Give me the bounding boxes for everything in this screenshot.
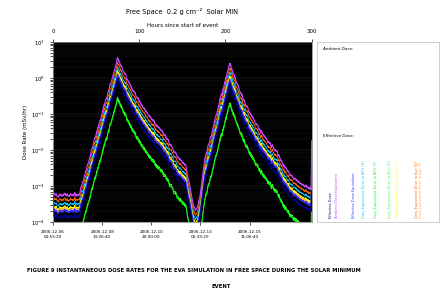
Title: Free Space  0.2 g cm⁻²  Solar MIN: Free Space 0.2 g cm⁻² Solar MIN <box>126 8 238 15</box>
Text: Ambient Dose:: Ambient Dose: <box>324 47 354 51</box>
Text: FIGURE 9 INSTANTANEOUS DOSE RATES FOR THE EVA SIMULATION IN FREE SPACE DURING TH: FIGURE 9 INSTANTANEOUS DOSE RATES FOR TH… <box>27 268 360 274</box>
Text: Effective Dose Equivalent: Effective Dose Equivalent <box>351 173 355 218</box>
Text: Grey Equivalent Dose in Eye (T): Grey Equivalent Dose in Eye (T) <box>419 162 423 218</box>
Y-axis label: Dose Rate (mSv/hr): Dose Rate (mSv/hr) <box>23 105 28 159</box>
Text: Grey Equivalent Dose in BFO (T): Grey Equivalent Dose in BFO (T) <box>374 161 378 218</box>
X-axis label: Hours since start of event: Hours since start of event <box>147 23 218 28</box>
Text: Grey Equivalent Dose in BFO (D): Grey Equivalent Dose in BFO (D) <box>362 161 366 218</box>
Text: Grey Equivalent Dose in Eye (D): Grey Equivalent Dose in Eye (D) <box>415 161 419 218</box>
Text: Grey Equivalent Dose in Skin (T): Grey Equivalent Dose in Skin (T) <box>396 161 400 218</box>
Text: Ambient Dose Equivalent: Ambient Dose Equivalent <box>335 173 339 218</box>
Text: Effective Dose:: Effective Dose: <box>324 134 354 138</box>
Text: Effective Dose: Effective Dose <box>329 193 333 218</box>
Text: Grey Equivalent Dose in Skin (D): Grey Equivalent Dose in Skin (D) <box>388 160 392 218</box>
Text: EVENT: EVENT <box>211 284 231 289</box>
